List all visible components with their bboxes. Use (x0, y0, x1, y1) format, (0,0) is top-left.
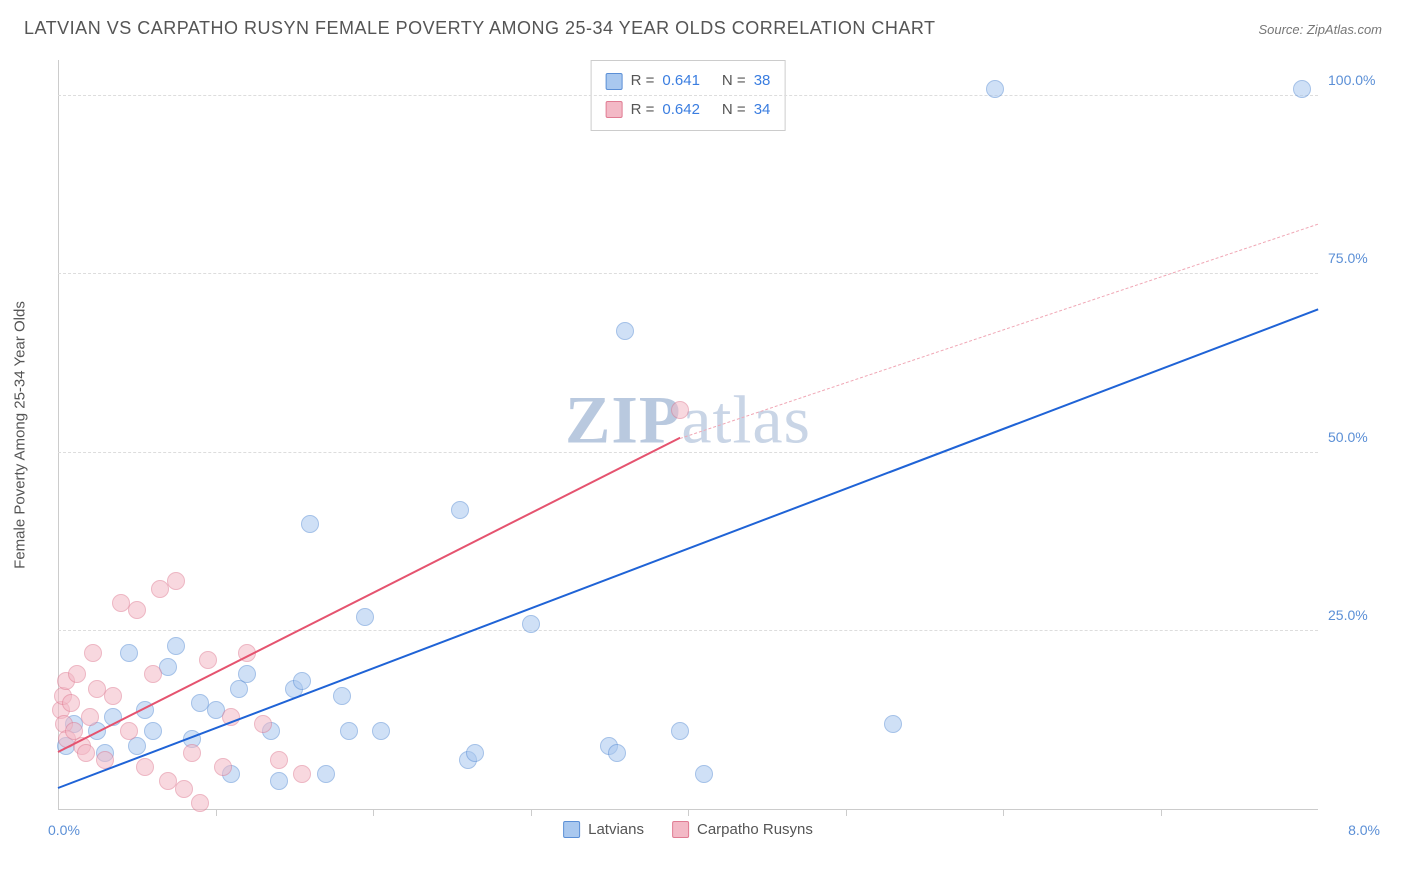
scatter-point (136, 758, 154, 776)
scatter-point (293, 672, 311, 690)
scatter-point (270, 751, 288, 769)
scatter-point (671, 401, 689, 419)
scatter-point (884, 715, 902, 733)
x-minor-tick (846, 810, 847, 816)
x-minor-tick (1003, 810, 1004, 816)
scatter-point (372, 722, 390, 740)
gridline (58, 630, 1318, 631)
scatter-point (77, 744, 95, 762)
scatter-point (616, 322, 634, 340)
scatter-point (293, 765, 311, 783)
scatter-point (340, 722, 358, 740)
gridline (58, 95, 1318, 96)
x-minor-tick (531, 810, 532, 816)
source-label: Source: ZipAtlas.com (1258, 22, 1382, 37)
x-minor-tick (1161, 810, 1162, 816)
ytick-label: 50.0% (1328, 429, 1388, 445)
y-axis-label: Female Poverty Among 25-34 Year Olds (12, 301, 29, 569)
scatter-point (522, 615, 540, 633)
stats-row: R =0.642N =34 (606, 96, 771, 125)
scatter-point (254, 715, 272, 733)
x-minor-tick (216, 810, 217, 816)
x-minor-tick (688, 810, 689, 816)
scatter-point (986, 80, 1004, 98)
scatter-point (128, 601, 146, 619)
scatter-point (120, 722, 138, 740)
scatter-point (175, 780, 193, 798)
scatter-point (301, 515, 319, 533)
xtick-max: 8.0% (1348, 822, 1380, 838)
scatter-point (84, 644, 102, 662)
scatter-point (356, 608, 374, 626)
scatter-point (62, 694, 80, 712)
scatter-point (238, 665, 256, 683)
scatter-point (167, 637, 185, 655)
scatter-point (81, 708, 99, 726)
scatter-point (120, 644, 138, 662)
scatter-point (317, 765, 335, 783)
scatter-point (144, 665, 162, 683)
scatter-point (191, 794, 209, 812)
legend-label: Latvians (588, 821, 644, 838)
scatter-point (466, 744, 484, 762)
header: LATVIAN VS CARPATHO RUSYN FEMALE POVERTY… (0, 0, 1406, 47)
scatter-point (451, 501, 469, 519)
ytick-label: 25.0% (1328, 607, 1388, 623)
scatter-point (199, 651, 217, 669)
legend-swatch (672, 821, 689, 838)
legend-swatch (606, 73, 623, 90)
stats-row: R =0.641N =38 (606, 67, 771, 96)
gridline (58, 273, 1318, 274)
scatter-point (183, 744, 201, 762)
legend-swatch (563, 821, 580, 838)
scatter-point (671, 722, 689, 740)
ytick-label: 100.0% (1328, 72, 1388, 88)
legend-item: Latvians (563, 821, 644, 838)
xtick-min: 0.0% (48, 822, 80, 838)
legend-item: Carpatho Rusyns (672, 821, 813, 838)
scatter-point (214, 758, 232, 776)
legend-swatch (606, 101, 623, 118)
ytick-label: 75.0% (1328, 250, 1388, 266)
scatter-point (695, 765, 713, 783)
chart-title: LATVIAN VS CARPATHO RUSYN FEMALE POVERTY… (24, 18, 936, 39)
x-minor-tick (373, 810, 374, 816)
legend-label: Carpatho Rusyns (697, 821, 813, 838)
scatter-point (1293, 80, 1311, 98)
scatter-point (270, 772, 288, 790)
scatter-point (167, 572, 185, 590)
scatter-point (608, 744, 626, 762)
gridline (58, 452, 1318, 453)
scatter-point (144, 722, 162, 740)
scatter-point (68, 665, 86, 683)
scatter-point (333, 687, 351, 705)
chart-area: ZIPatlas Female Poverty Among 25-34 Year… (58, 60, 1318, 810)
scatter-point (159, 658, 177, 676)
scatter-point (104, 687, 122, 705)
bottom-legend: Latvians Carpatho Rusyns (563, 821, 813, 838)
